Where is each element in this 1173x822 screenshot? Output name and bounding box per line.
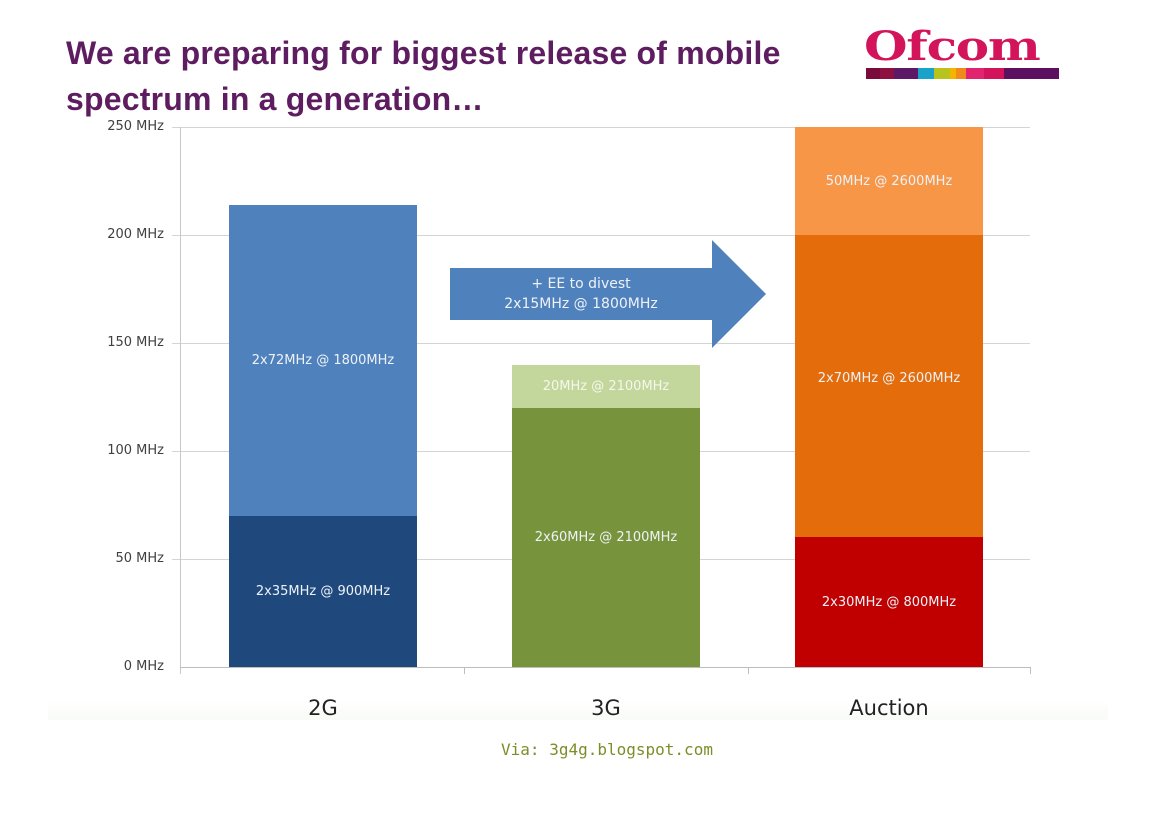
arrow-annotation-line-2: 2x15MHz @ 1800MHz <box>504 296 658 312</box>
logo-stripe-block <box>866 68 880 79</box>
bar-segment: 50MHz @ 2600MHz <box>795 127 983 235</box>
logo-stripe-block <box>956 68 966 79</box>
segment-label: 50MHz @ 2600MHz <box>825 173 953 189</box>
ofcom-logo-stripe <box>866 68 1059 79</box>
segment-label: 2x72MHz @ 1800MHz <box>251 353 395 368</box>
bar-segment: 20MHz @ 2100MHz <box>512 365 700 408</box>
logo-stripe-block <box>966 68 984 79</box>
ofcom-logo: Ofcom <box>862 24 1062 82</box>
bar-segment: 2x35MHz @ 900MHz <box>229 516 417 667</box>
gridline <box>172 127 1030 128</box>
logo-stripe-block <box>950 68 956 79</box>
y-tick-label: 100 MHz <box>107 443 164 458</box>
y-tick-label: 50 MHz <box>115 551 165 566</box>
slide-title-line-2: spectrum in a generation… <box>66 81 484 117</box>
x-tick-mark <box>1030 667 1031 674</box>
x-tick-mark <box>464 667 465 674</box>
x-category-label: Auction <box>849 696 929 720</box>
bar-segment: 2x70MHz @ 2600MHz <box>795 235 983 537</box>
logo-stripe-block <box>880 68 894 79</box>
arrow-annotation: + EE to divest 2x15MHz @ 1800MHz <box>450 274 712 314</box>
footer-band <box>48 700 1108 720</box>
source-credit: Via: 3g4g.blogspot.com <box>501 740 713 759</box>
gridline <box>172 343 1030 344</box>
y-tick-label: 0 MHz <box>123 659 164 674</box>
logo-stripe-block <box>918 68 934 79</box>
slide-title-line-1: We are preparing for biggest release of … <box>66 35 781 71</box>
bar-segment: 2x30MHz @ 800MHz <box>795 537 983 667</box>
x-tick-mark <box>748 667 749 674</box>
segment-label: 2x70MHz @ 2600MHz <box>817 371 961 386</box>
logo-stripe-block <box>934 68 950 79</box>
right-arrow-icon <box>450 240 766 348</box>
bar-segment: 2x60MHz @ 2100MHz <box>512 408 700 667</box>
bar-segment: 2x72MHz @ 1800MHz <box>229 205 417 516</box>
ofcom-logo-text: Ofcom <box>864 23 1041 70</box>
y-tick-label: 150 MHz <box>107 335 164 350</box>
gridline <box>172 235 1030 236</box>
logo-stripe-block <box>984 68 1004 79</box>
arrow-annotation-line-1: + EE to divest <box>531 276 631 292</box>
segment-label: 20MHz @ 2100MHz <box>542 379 670 394</box>
segment-label: 2x30MHz @ 800MHz <box>821 594 957 610</box>
slide-title: We are preparing for biggest release of … <box>66 30 866 122</box>
y-tick-label: 200 MHz <box>107 227 164 242</box>
segment-label: 2x60MHz @ 2100MHz <box>534 530 678 545</box>
logo-stripe-block <box>1004 68 1059 79</box>
x-category-label: 3G <box>591 696 621 720</box>
logo-stripe-block <box>894 68 918 79</box>
x-axis-line <box>180 667 1031 668</box>
y-axis-line <box>180 127 181 674</box>
y-tick-label: 250 MHz <box>107 119 164 134</box>
segment-label: 2x35MHz @ 900MHz <box>255 584 391 599</box>
x-category-label: 2G <box>308 696 338 720</box>
